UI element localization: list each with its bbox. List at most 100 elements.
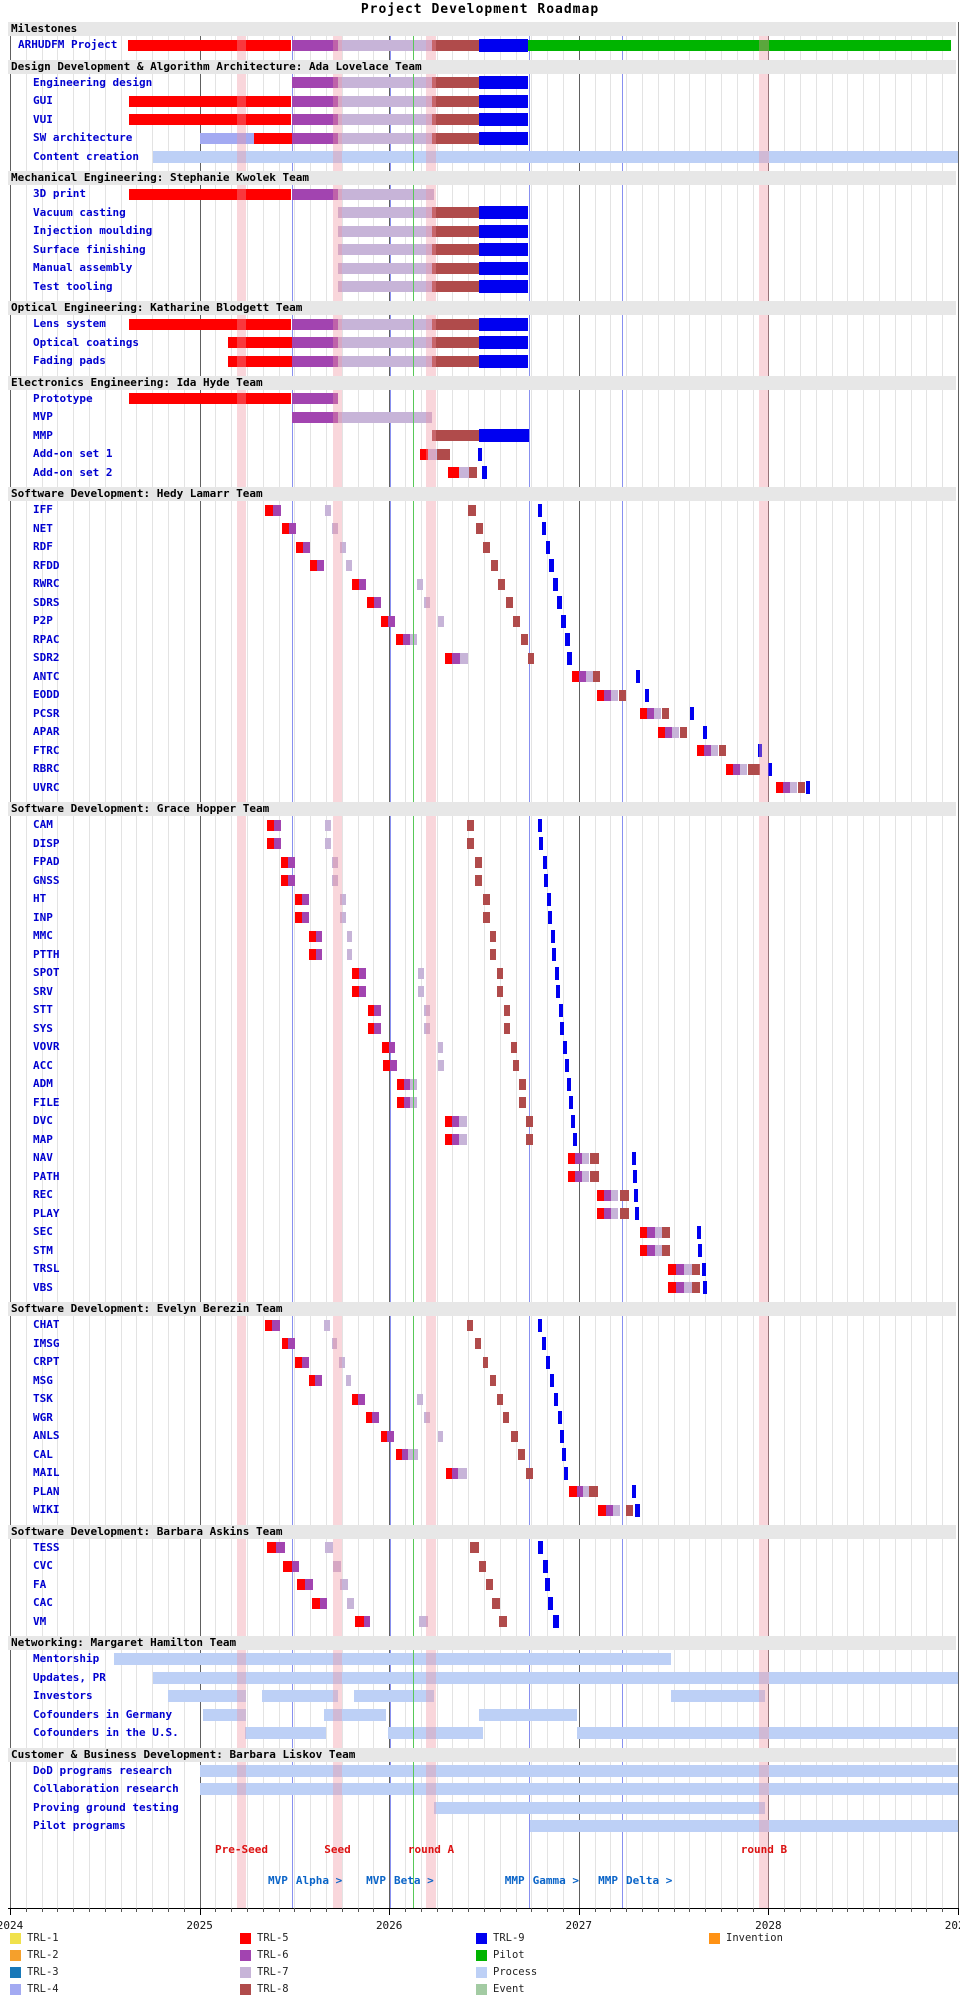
gantt-segment-t8 [506, 597, 513, 609]
grid-line-month [563, 22, 564, 1908]
gantt-segment-t5 [295, 1356, 302, 1368]
gantt-segment-t5 [381, 1430, 387, 1442]
gantt-segment-t6 [404, 1078, 411, 1090]
gantt-segment-t8 [590, 1152, 600, 1164]
gantt-segment-t8 [474, 856, 483, 868]
gantt-segment-t6 [291, 77, 339, 89]
gantt-segment-t6 [389, 1041, 395, 1053]
gantt-segment-t7 [611, 1189, 618, 1201]
gantt-segment-t6 [604, 1189, 611, 1201]
task-row-label: SW architecture [33, 131, 133, 145]
gantt-segment-t9 [564, 1466, 568, 1480]
task-row-label: Fading pads [33, 354, 106, 368]
gantt-segment-t5 [396, 634, 403, 646]
task-row-label: TRSL [33, 1262, 60, 1276]
axis-tick [800, 1908, 801, 1912]
axis-tick [752, 1908, 754, 1912]
gantt-segment-t6 [359, 986, 367, 998]
legend-label: TRL-4 [27, 1983, 59, 1995]
grid-line-month [752, 22, 754, 1908]
gantt-segment-t5 [309, 1375, 316, 1387]
gantt-segment-t6 [273, 504, 281, 516]
gantt-segment-t5 [640, 1245, 647, 1257]
gantt-segment-t7 [338, 39, 433, 51]
gantt-segment-t5 [295, 912, 302, 924]
gantt-segment-t5 [254, 132, 292, 144]
grid-line-month [373, 22, 375, 1908]
gantt-segment-t6 [605, 1504, 613, 1516]
gantt-segment-t8 [662, 1226, 670, 1238]
gantt-segment-proc [433, 1801, 765, 1814]
funding-round-label: round B [740, 1843, 788, 1856]
legend-label: TRL-7 [257, 1966, 289, 1978]
gantt-segment-t9 [566, 1077, 571, 1091]
task-row-label: NET [33, 521, 53, 535]
task-row-label: SDR2 [33, 651, 60, 665]
gantt-segment-t7 [740, 763, 747, 775]
gantt-segment-t8 [510, 1430, 518, 1442]
gantt-segment-t9 [478, 317, 528, 331]
gantt-segment-t8 [490, 1375, 496, 1387]
grid-line-month [594, 22, 596, 1908]
task-row-label: SPOT [33, 966, 60, 980]
task-row-label: Add-on set 2 [33, 465, 113, 479]
task-row-label: ARHUDFM Project [18, 38, 118, 52]
axis-tick [231, 1908, 233, 1912]
gantt-segment-t5 [396, 1449, 403, 1461]
gantt-segment-t5 [658, 726, 666, 738]
gantt-segment-t9 [553, 1615, 559, 1629]
gantt-segment-t8 [503, 1412, 510, 1424]
gantt-segment-t9 [478, 94, 528, 108]
grid-line-month [57, 22, 59, 1908]
gantt-segment-t7 [324, 1542, 334, 1554]
gantt-segment-t8 [619, 1208, 629, 1220]
axis-tick [41, 1908, 43, 1912]
task-row-label: Mentorship [33, 1652, 100, 1666]
gantt-segment-t7 [418, 967, 425, 979]
axis-tick [341, 1908, 343, 1912]
gantt-segment-t5 [265, 504, 273, 516]
gantt-segment-t4 [199, 132, 254, 144]
gantt-segment-t6 [305, 1579, 313, 1591]
gantt-segment-t8 [497, 986, 503, 998]
axis-tick [594, 1908, 596, 1912]
gantt-segment-t7 [338, 114, 433, 126]
gantt-segment-t7 [424, 597, 430, 609]
section-header: Software Development: Evelyn Berezin Tea… [8, 1302, 956, 1316]
task-row-label: Collaboration research [33, 1782, 179, 1796]
axis-tick [815, 1908, 817, 1912]
gantt-segment-t6 [452, 652, 460, 664]
gantt-segment-t9 [645, 688, 649, 702]
gantt-segment-t6 [783, 782, 790, 794]
gantt-segment-t8 [503, 1023, 510, 1035]
axis-year-label: 2027 [565, 1919, 593, 1932]
grid-line-month [278, 22, 280, 1908]
legend-swatch [240, 1950, 251, 1961]
legend-swatch [10, 1950, 21, 1961]
gantt-segment-t7 [428, 448, 437, 460]
axis-tick [57, 1908, 59, 1912]
legend-swatch [476, 1933, 487, 1944]
legend-swatch [476, 1984, 487, 1995]
gantt-segment-t5 [444, 1134, 452, 1146]
gantt-segment-t9 [547, 1596, 553, 1610]
grid-line-year [10, 22, 11, 1908]
gantt-segment-t7 [331, 875, 338, 887]
gantt-segment-t7 [582, 1152, 589, 1164]
gantt-segment-t5 [228, 355, 292, 367]
gantt-segment-t6 [665, 726, 673, 738]
gantt-segment-t5 [382, 1041, 389, 1053]
gantt-segment-t6 [575, 1152, 582, 1164]
gantt-segment-t5 [397, 1078, 404, 1090]
milestone-label-name: Alpha > [295, 1874, 343, 1887]
legend-label: Event [493, 1983, 525, 1995]
gantt-segment-t5 [448, 467, 459, 479]
task-row-label: Injection moulding [33, 224, 153, 238]
gantt-segment-t7 [339, 1579, 349, 1591]
gantt-segment-proc [114, 1653, 671, 1666]
gantt-segment-t6 [291, 188, 339, 200]
gantt-segment-proc [478, 1708, 577, 1721]
axis-tick [247, 1908, 248, 1912]
gantt-segment-t8 [662, 708, 669, 720]
gantt-segment-t8 [466, 819, 474, 831]
